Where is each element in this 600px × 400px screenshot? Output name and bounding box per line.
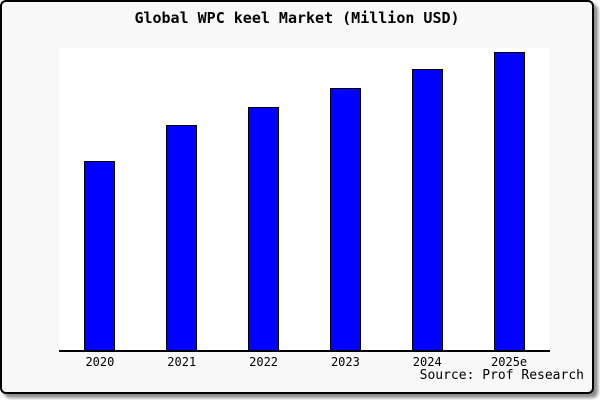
x-axis-labels: 2020 2021 2022 2023 2024 2025e	[59, 355, 550, 371]
bar-2024	[411, 69, 443, 350]
chart-frame: Global WPC keel Market (Million USD) 202…	[0, 0, 594, 394]
bar-2021	[166, 125, 198, 350]
bar-2025e	[493, 52, 525, 350]
x-tick-label-2021: 2021	[167, 355, 197, 369]
x-tick-label-2020: 2020	[85, 355, 115, 369]
chart-title: Global WPC keel Market (Million USD)	[134, 9, 460, 27]
x-tick-label-2023: 2023	[330, 355, 360, 369]
bar-2022	[248, 107, 280, 350]
bar-2020	[84, 161, 116, 350]
plot-area	[59, 48, 550, 352]
source-caption: Source: Prof Research	[419, 368, 584, 383]
x-tick-label-2024: 2024	[412, 355, 442, 369]
bar-2023	[329, 88, 361, 350]
x-tick-label-2025e: 2025e	[491, 355, 528, 369]
x-tick-label-2022: 2022	[249, 355, 279, 369]
